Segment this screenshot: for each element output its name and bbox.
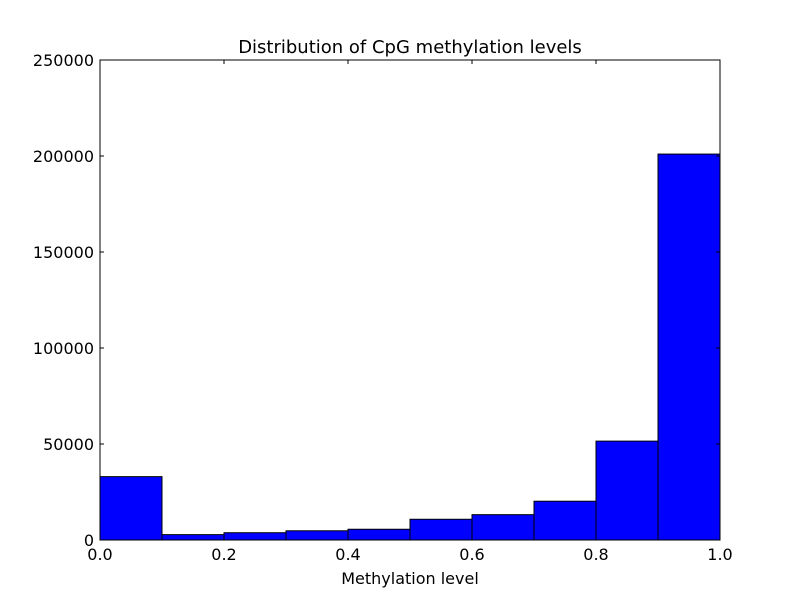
histogram-bar-0 [99,476,163,541]
histogram-bar-9 [657,153,721,541]
x-ticks-group: 0.0 0.2 0.4 0.6 0.8 1.0 [87,60,733,564]
axes-frame [99,59,721,541]
histogram-bar-3 [285,530,349,541]
x-axis-label: Methylation level [341,569,479,588]
histogram-bar-1 [161,534,225,541]
y-tick-label: 250000 [33,51,94,70]
x-tick-label: 0.2 [211,545,236,564]
y-tick-label: 50000 [43,435,94,454]
y-tick-label: 0 [84,531,94,550]
y-tick-label: 200000 [33,147,94,166]
histogram-bar-6 [471,514,535,541]
histogram-bar-7 [533,500,597,541]
bars-group [99,153,721,541]
y-ticks-group: 0 50000 100000 150000 200000 250000 [33,51,720,550]
x-tick-label: 0.6 [459,545,484,564]
histogram-bar-2 [223,532,287,541]
histogram-bar-5 [409,518,473,541]
y-tick-label: 150000 [33,243,94,262]
x-tick-label: 0.8 [583,545,608,564]
x-tick-label: 0.0 [87,545,112,564]
x-tick-label: 1.0 [707,545,732,564]
x-tick-label: 0.4 [335,545,360,564]
chart-title: Distribution of CpG methylation levels [238,37,582,58]
histogram-bar-8 [595,440,659,541]
y-tick-label: 100000 [33,339,94,358]
histogram-bar-4 [347,528,411,541]
